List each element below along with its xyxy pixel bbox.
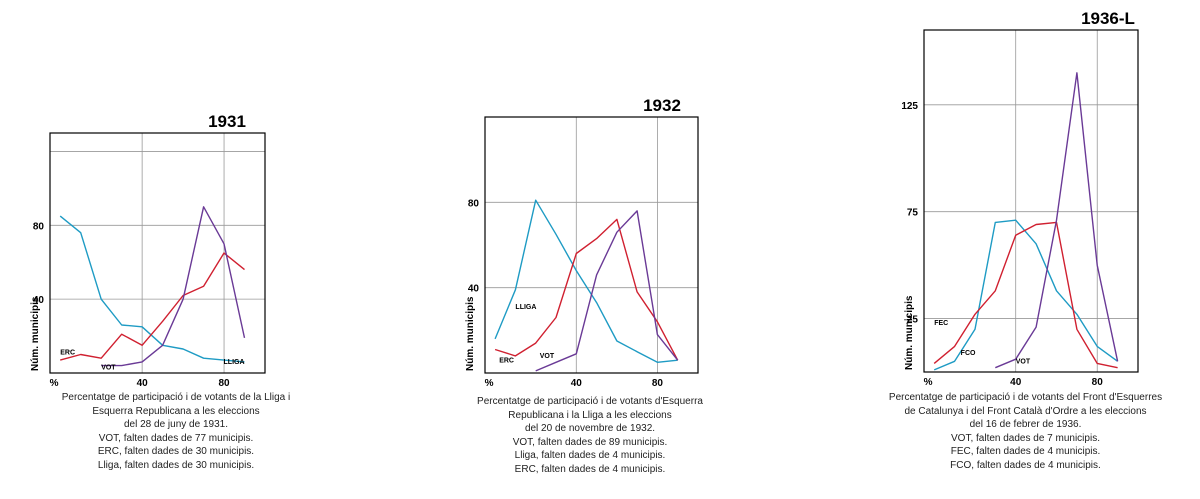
caption-1932: Percentatge de participació i de votants… <box>445 395 735 476</box>
series-label-erc: ERC <box>60 350 75 357</box>
series-line-vot <box>101 206 246 367</box>
caption-line: Percentatge de participació i de votants… <box>477 396 703 407</box>
y-tick-label: 40 <box>468 284 480 295</box>
caption-line: ERC, falten dades de 4 municipis. <box>514 463 666 475</box>
y-tick-label: 125 <box>901 101 918 112</box>
series-line-vot <box>535 210 679 372</box>
y-axis-label: Núm. municipis <box>904 295 915 370</box>
series-label-vot: VOT <box>101 364 116 371</box>
caption-line: Percentatge de participació i de votants… <box>61 392 291 403</box>
series-line-lliga <box>494 199 678 363</box>
x-tick-label: 80 <box>652 378 664 389</box>
caption-line: Lliga, falten dades de 30 municipis. <box>97 459 255 471</box>
caption-line: FCO, falten dades de 4 municipis. <box>950 459 1101 471</box>
chart-2: 25 75 125% 40 80 Núm. municipis 1936-L FCO FEC VO… <box>901 9 1139 388</box>
caption-line: VOT, falten dades de 7 municipis. <box>951 432 1100 444</box>
chart-title: 1936-L <box>1081 9 1135 28</box>
caption-line: del 28 de juny de 1931. <box>124 419 228 430</box>
caption-line: VOT, falten dades de 77 municipis. <box>98 432 254 444</box>
x-tick-label: 40 <box>137 378 149 389</box>
chart-title: 1932 <box>643 96 681 115</box>
series-label-vot: VOT <box>540 353 555 360</box>
chart-title: 1931 <box>208 112 246 131</box>
x-tick-label: 80 <box>1092 377 1104 388</box>
chart-1: 40 80% 40 80 Núm. municipis 1932 LLIGA ERC VOT <box>465 96 699 389</box>
caption-line: del 16 de febrer de 1936. <box>969 419 1082 430</box>
caption-line: Esquerra Republicana a les eleccions <box>92 405 260 417</box>
chart-0: 40 80% 40 80 Núm. municipis 1931 LLIGA ERC VOT <box>30 112 266 389</box>
caption-line: ERC, falten dades de 30 municipis. <box>97 446 255 457</box>
series-label-fec: FEC <box>934 320 948 327</box>
caption-line: Lliga, falten dades de 4 municipis. <box>514 450 666 461</box>
x-tick-label: 80 <box>218 378 230 389</box>
caption-line: del 20 de novembre de 1932. <box>524 423 656 434</box>
plot-frame <box>484 116 699 374</box>
x-tick-label: 40 <box>1010 377 1022 388</box>
series-label-fco: FCO <box>961 350 976 357</box>
y-tick-label: 75 <box>907 208 919 219</box>
caption-line: Republicana i la Lliga a les eleccions <box>508 409 672 421</box>
y-tick-label: 80 <box>33 221 45 232</box>
series-line-fco <box>933 219 1119 371</box>
series-label-lliga: LLIGA <box>224 359 245 366</box>
x-tick-label: % <box>50 378 59 389</box>
caption-line: de Catalunya i del Front Català d'Ordre … <box>904 405 1147 417</box>
plot-frame <box>923 29 1139 373</box>
series-line-lliga <box>59 215 245 363</box>
series-line-erc <box>60 252 245 361</box>
y-axis-label: Núm. municipis <box>465 296 476 371</box>
caption-line: Percentatge de participació i de votants… <box>888 392 1163 403</box>
y-tick-label: 80 <box>468 198 480 209</box>
series-line-erc <box>494 218 679 361</box>
series-line-vot <box>995 72 1119 369</box>
y-tick-label: 40 <box>33 295 45 306</box>
caption-1936: Percentatge de participació i de votants… <box>858 391 1193 472</box>
y-tick-label: 25 <box>907 315 919 326</box>
x-tick-label: 40 <box>571 378 583 389</box>
caption-1931: Percentatge de participació i de votants… <box>40 391 312 472</box>
series-label-lliga: LLIGA <box>515 304 536 311</box>
series-label-erc: ERC <box>499 357 514 364</box>
caption-line: FEC, falten dades de 4 municipis. <box>950 446 1101 457</box>
x-tick-label: % <box>485 378 494 389</box>
plot-frame <box>49 132 266 374</box>
series-label-vot: VOT <box>1016 358 1031 365</box>
series-line-fec <box>933 221 1118 369</box>
caption-line: VOT, falten dades de 89 municipis. <box>512 436 668 448</box>
x-tick-label: % <box>924 377 933 388</box>
y-axis-label: Núm. municipis <box>30 296 41 371</box>
